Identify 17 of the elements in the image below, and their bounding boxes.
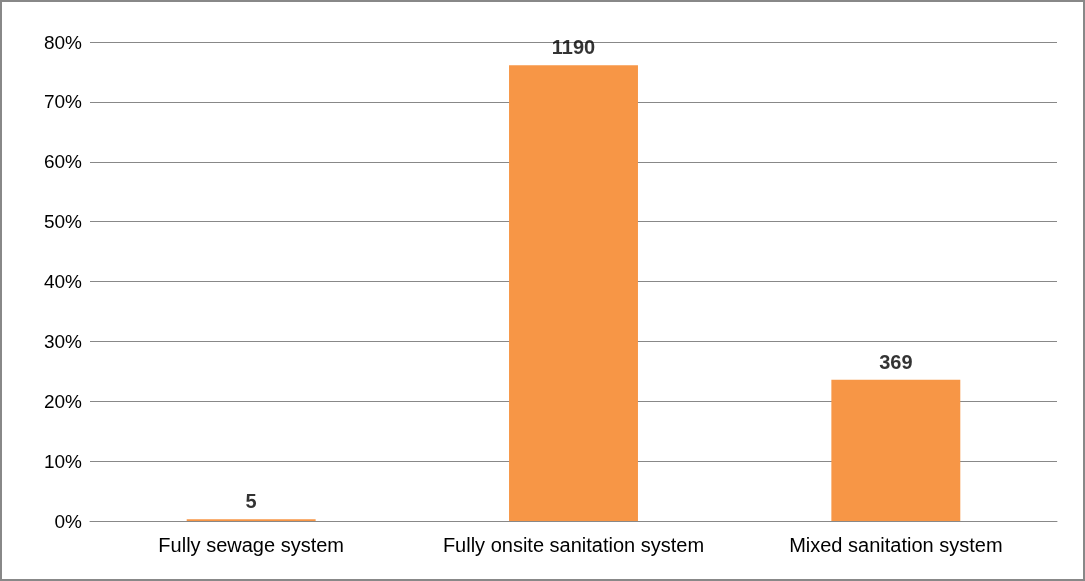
y-tick-label: 50% xyxy=(43,211,83,233)
y-tick-label: 60% xyxy=(43,151,83,173)
x-tick-label: Mixed sanitation system xyxy=(789,534,1003,556)
y-tick-label: 0% xyxy=(54,510,83,532)
x-tick-label: Fully onsite sanitation system xyxy=(442,534,705,556)
y-tick-label: 70% xyxy=(43,91,83,113)
annotation: 369 xyxy=(879,350,913,373)
y-tick-label: 80% xyxy=(43,31,83,53)
y-tick-label: 30% xyxy=(43,330,83,352)
bar xyxy=(831,379,961,521)
y-tick-label: 10% xyxy=(43,450,83,472)
x-tick-label: Fully sewage system xyxy=(158,534,344,556)
bar xyxy=(509,65,638,521)
annotation: 5 xyxy=(245,490,257,513)
y-tick-label: 40% xyxy=(43,271,83,292)
annotation: 1190 xyxy=(551,36,596,59)
y-tick-label: 20% xyxy=(43,390,83,412)
